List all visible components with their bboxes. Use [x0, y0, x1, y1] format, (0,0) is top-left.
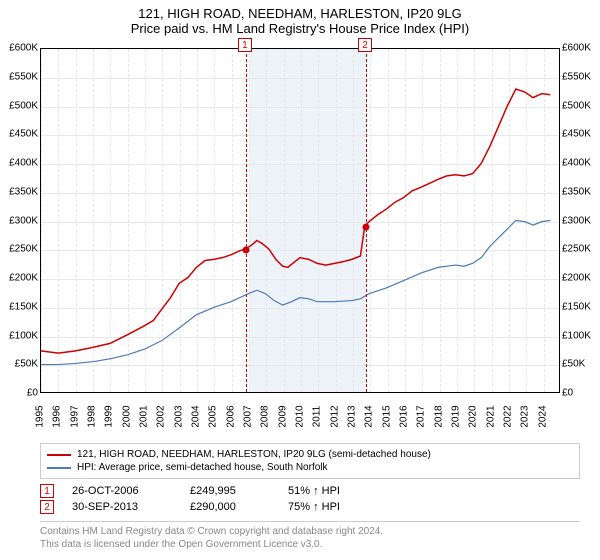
x-axis-label: 2016	[399, 405, 410, 427]
x-axis-label: 2004	[191, 405, 202, 427]
y-axis-label-right: £250K	[562, 244, 600, 255]
y-axis-label: £600K	[0, 43, 38, 54]
y-axis-label: £550K	[0, 71, 38, 82]
x-axis-label: 2019	[451, 405, 462, 427]
y-axis-label-right: £400K	[562, 158, 600, 169]
series-hpi	[41, 221, 550, 365]
x-axis-label: 2009	[277, 405, 288, 427]
x-axis-label: 1999	[104, 405, 115, 427]
sales-pct: 75% ↑ HPI	[288, 501, 368, 513]
x-axis-label: 2003	[173, 405, 184, 427]
legend-item-property: 121, HIGH ROAD, NEEDHAM, HARLESTON, IP20…	[47, 448, 573, 461]
x-axis-label: 2011	[312, 406, 323, 428]
x-axis-label: 2000	[121, 405, 132, 427]
legend-label-property: 121, HIGH ROAD, NEEDHAM, HARLESTON, IP20…	[77, 449, 431, 460]
legend-swatch-property	[47, 454, 71, 456]
x-axis-label: 2006	[225, 405, 236, 427]
x-axis-label: 2001	[139, 405, 150, 427]
chart-subtitle: Price paid vs. HM Land Registry's House …	[0, 21, 600, 36]
chart-lines	[41, 49, 559, 392]
x-axis-label: 2013	[347, 405, 358, 427]
title-block: 121, HIGH ROAD, NEEDHAM, HARLESTON, IP20…	[0, 0, 600, 38]
footer-line2: This data is licensed under the Open Gov…	[40, 538, 580, 551]
x-axis-label: 2010	[295, 405, 306, 427]
sales-row: 2 30-SEP-2013 £290,000 75% ↑ HPI	[40, 499, 580, 515]
footer: Contains HM Land Registry data © Crown c…	[40, 521, 580, 551]
legend-swatch-hpi	[47, 467, 71, 469]
legend-item-hpi: HPI: Average price, semi-detached house,…	[47, 461, 573, 474]
x-axis-label: 2017	[416, 405, 427, 427]
y-axis-label-right: £50K	[562, 359, 600, 370]
sales-marker: 2	[40, 500, 54, 514]
x-axis-label: 2002	[156, 405, 167, 427]
x-axis-label: 2014	[364, 405, 375, 427]
y-axis-label: £100K	[0, 330, 38, 341]
sales-table: 1 26-OCT-2006 £249,995 51% ↑ HPI 2 30-SEP-201…	[40, 483, 580, 515]
sale-dot	[242, 247, 249, 254]
sales-price: £290,000	[190, 501, 270, 513]
chart-title: 121, HIGH ROAD, NEEDHAM, HARLESTON, IP20…	[0, 6, 600, 21]
legend-label-hpi: HPI: Average price, semi-detached house,…	[77, 462, 328, 473]
sales-marker: 1	[40, 484, 54, 498]
x-axis-label: 2007	[243, 405, 254, 427]
x-axis-label: 1995	[35, 405, 46, 427]
y-axis-label-right: £200K	[562, 273, 600, 284]
sale-marker-line	[246, 49, 247, 392]
x-axis-label: 2022	[503, 405, 514, 427]
y-axis-label: £150K	[0, 301, 38, 312]
sales-price: £249,995	[190, 485, 270, 497]
y-axis-label: £350K	[0, 186, 38, 197]
y-axis-label: £0	[0, 388, 38, 399]
y-axis-label-right: £350K	[562, 186, 600, 197]
y-axis-label: £500K	[0, 100, 38, 111]
sales-date: 30-SEP-2013	[72, 501, 172, 513]
sale-marker-box: 1	[238, 38, 252, 52]
x-axis-label: 2012	[329, 405, 340, 427]
y-axis-label: £300K	[0, 215, 38, 226]
container: 121, HIGH ROAD, NEEDHAM, HARLESTON, IP20…	[0, 0, 600, 551]
y-axis-label-right: £0	[562, 388, 600, 399]
y-axis-label-right: £500K	[562, 100, 600, 111]
legend: 121, HIGH ROAD, NEEDHAM, HARLESTON, IP20…	[40, 443, 580, 479]
y-axis-label: £450K	[0, 129, 38, 140]
sale-dot	[363, 224, 370, 231]
x-axis-label: 2005	[208, 405, 219, 427]
sale-marker-box: 2	[358, 38, 372, 52]
y-axis-label: £250K	[0, 244, 38, 255]
y-axis-label: £50K	[0, 359, 38, 370]
x-axis-label: 1996	[52, 405, 63, 427]
chart: £0 £0 £50K £50K £100K £100K £150K £150K £200K £20…	[0, 38, 600, 438]
sales-pct: 51% ↑ HPI	[288, 485, 368, 497]
x-axis-label: 2024	[537, 405, 548, 427]
x-axis-label: 2018	[433, 405, 444, 427]
sale-marker-line	[366, 49, 367, 392]
y-axis-label-right: £600K	[562, 43, 600, 54]
y-axis-label-right: £450K	[562, 129, 600, 140]
x-axis-label: 2021	[485, 405, 496, 427]
y-axis-label: £200K	[0, 273, 38, 284]
sales-row: 1 26-OCT-2006 £249,995 51% ↑ HPI	[40, 483, 580, 499]
x-axis-label: 2023	[520, 405, 531, 427]
x-axis-label: 2008	[260, 405, 271, 427]
x-axis-label: 1998	[87, 405, 98, 427]
y-axis-label-right: £300K	[562, 215, 600, 226]
x-axis-label: 1997	[69, 405, 80, 427]
y-axis-label-right: £150K	[562, 301, 600, 312]
sales-date: 26-OCT-2006	[72, 485, 172, 497]
y-axis-label: £400K	[0, 158, 38, 169]
y-axis-label-right: £100K	[562, 330, 600, 341]
x-axis-label: 2020	[468, 405, 479, 427]
x-axis-label: 2015	[381, 405, 392, 427]
y-axis-label-right: £550K	[562, 71, 600, 82]
footer-line1: Contains HM Land Registry data © Crown c…	[40, 525, 580, 538]
series-property	[41, 89, 550, 353]
plot-area	[40, 48, 560, 393]
